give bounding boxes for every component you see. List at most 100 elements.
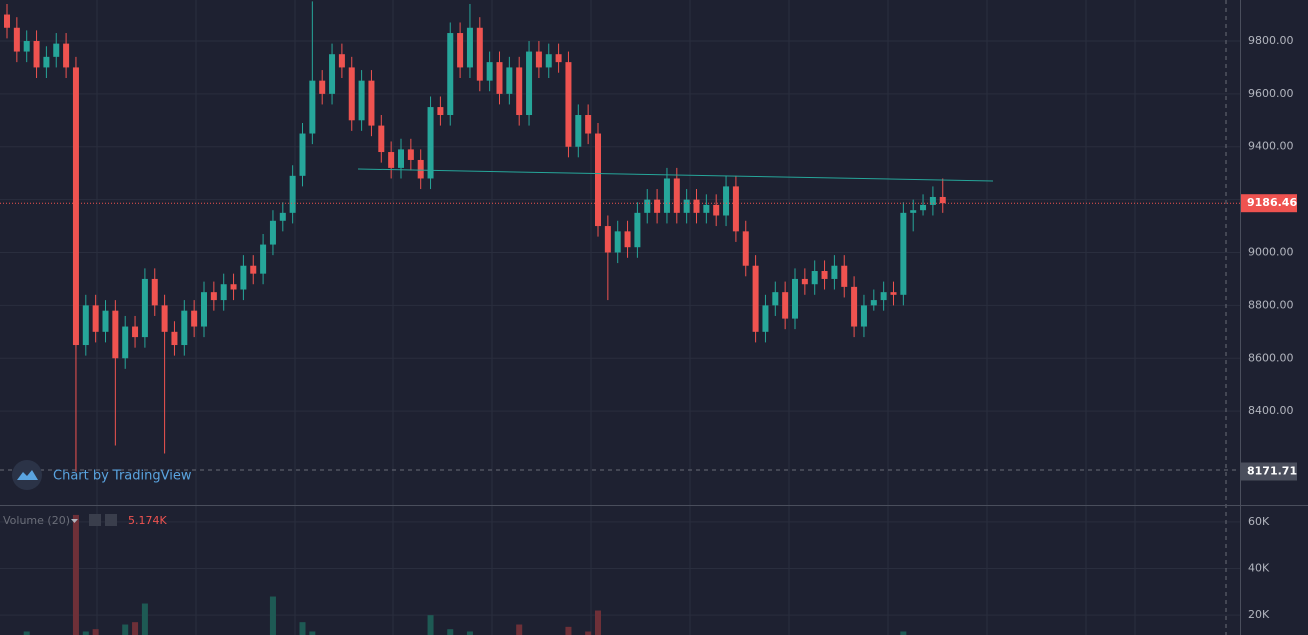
candle-body xyxy=(614,231,621,253)
candle-body xyxy=(319,80,326,94)
settings-button[interactable] xyxy=(89,514,101,526)
volume-bar xyxy=(427,615,434,635)
candle-body xyxy=(358,80,365,121)
candle-body xyxy=(210,292,217,301)
candle-body xyxy=(535,51,542,68)
candle-body xyxy=(161,305,168,332)
candle-body xyxy=(732,186,739,232)
candle-body xyxy=(595,133,601,227)
logo xyxy=(17,470,38,480)
volume-tick-label: 20K xyxy=(1248,608,1270,621)
candle-body xyxy=(289,175,296,213)
candle-body xyxy=(388,152,395,168)
candle-body xyxy=(792,278,798,319)
volume-bar xyxy=(309,631,316,635)
candle-body xyxy=(43,56,50,68)
candle-body xyxy=(53,43,60,57)
candle-body xyxy=(752,265,759,332)
volume-bar xyxy=(92,629,99,635)
price-pane xyxy=(4,1,946,472)
volume-bar xyxy=(595,610,601,635)
volume-bar xyxy=(585,631,592,635)
candle-body xyxy=(851,286,858,327)
candle-body xyxy=(486,62,493,81)
volume-bar xyxy=(299,622,306,635)
candle-body xyxy=(378,125,385,153)
candle-body xyxy=(132,326,139,338)
candle-body xyxy=(329,54,336,94)
candle-body xyxy=(279,212,286,221)
low-marker-label: 8171.71 xyxy=(1247,464,1297,477)
candle-body xyxy=(821,271,828,279)
candle-body xyxy=(230,284,237,290)
candle-body xyxy=(92,305,99,332)
candle-body xyxy=(673,178,680,213)
candle-body xyxy=(398,149,404,168)
candle-body xyxy=(545,54,552,68)
candle-body xyxy=(427,107,434,179)
candle-body xyxy=(920,204,927,211)
candle-body xyxy=(634,212,641,248)
candle-body xyxy=(663,178,670,213)
candle-body xyxy=(713,204,720,216)
candle-body xyxy=(831,265,838,279)
candle-body xyxy=(63,43,70,68)
candle-body xyxy=(654,199,661,213)
candle-body xyxy=(309,80,316,134)
candle-body xyxy=(841,265,848,287)
candle-body xyxy=(112,310,119,359)
candle-body xyxy=(723,186,730,216)
candle-body xyxy=(693,199,700,213)
candle-body xyxy=(368,80,375,126)
candle-body xyxy=(220,284,227,301)
volume-bar xyxy=(466,631,473,635)
volume-pane xyxy=(23,514,907,635)
candle-body xyxy=(466,27,473,68)
candle-body xyxy=(23,40,30,52)
logo-bg xyxy=(12,460,42,490)
candle-body xyxy=(762,305,769,332)
candle-body xyxy=(437,107,444,116)
candle-body xyxy=(4,14,10,28)
y-tick-label: 9400.00 xyxy=(1248,140,1294,153)
volume-title: Volume (20) xyxy=(3,514,70,527)
candle-body xyxy=(457,33,464,68)
trend-line xyxy=(357,168,994,182)
candle-body xyxy=(407,149,414,160)
close-button[interactable] xyxy=(105,514,117,526)
candle-body xyxy=(644,199,651,213)
candle-body xyxy=(772,292,779,306)
candle-body xyxy=(604,226,611,253)
low-marker-box xyxy=(1241,462,1297,481)
volume-bar xyxy=(516,624,523,635)
candle-body xyxy=(191,310,198,327)
candle-body xyxy=(929,196,936,205)
y-tick-label: 9000.00 xyxy=(1248,246,1294,259)
candle-body xyxy=(910,210,917,213)
volume-bar xyxy=(447,629,454,635)
volume-dropdown[interactable] xyxy=(71,519,78,523)
candle-body xyxy=(703,204,710,213)
candle-body xyxy=(880,292,887,301)
candle-body xyxy=(171,331,178,346)
candle-body xyxy=(269,220,276,245)
watermark[interactable]: Chart by TradingView xyxy=(53,469,192,484)
candle-body xyxy=(102,310,109,332)
candle-body xyxy=(72,67,79,346)
candle-body xyxy=(338,54,345,68)
y-tick-label: 8600.00 xyxy=(1248,351,1294,364)
grid xyxy=(0,40,1240,616)
candle-body xyxy=(860,305,867,327)
candle-body xyxy=(526,51,533,116)
candle-body xyxy=(141,278,148,338)
candle-body xyxy=(13,27,20,52)
y-tick-label: 8800.00 xyxy=(1248,298,1294,311)
candle-body xyxy=(565,62,572,147)
candle-body xyxy=(683,199,690,213)
volume-bar xyxy=(82,631,89,635)
candle-body xyxy=(181,310,188,346)
candle-body xyxy=(447,33,454,116)
candle-body xyxy=(900,212,907,295)
